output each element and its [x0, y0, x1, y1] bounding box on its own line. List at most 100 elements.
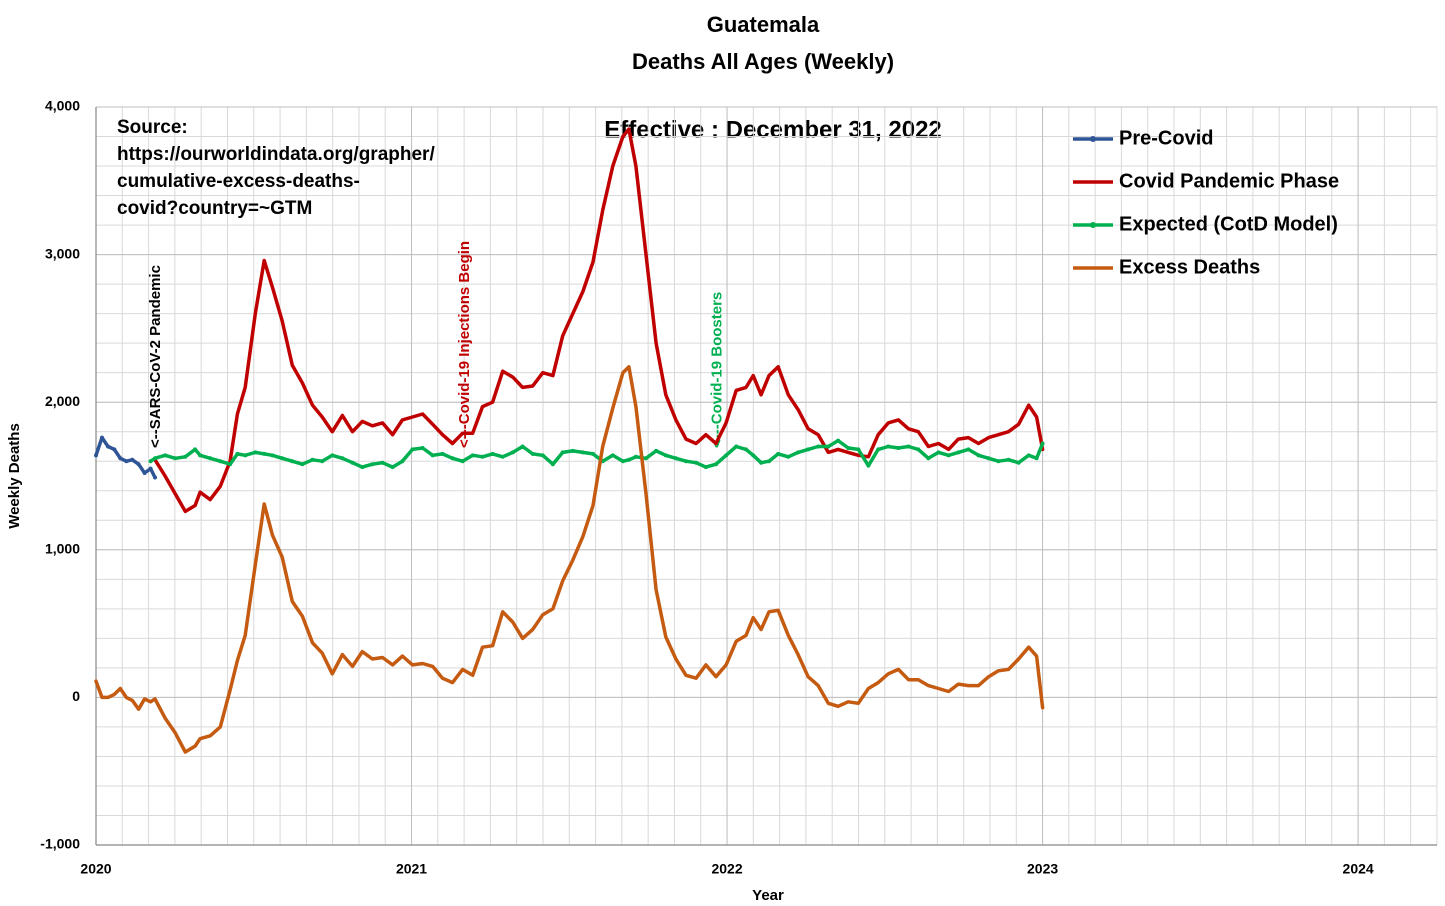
series-marker [714, 462, 719, 467]
series-marker [320, 459, 325, 464]
series-marker [450, 456, 455, 461]
series-marker [996, 459, 1001, 464]
series-marker [540, 453, 545, 458]
x-tick-label: 2023 [1027, 861, 1058, 877]
series-marker [228, 462, 233, 467]
series-marker [148, 466, 153, 471]
series-marker [876, 447, 881, 452]
y-tick-label: 4,000 [45, 98, 80, 114]
source-text: cumulative-excess-deaths- [117, 171, 360, 192]
series-line [94, 365, 1045, 754]
series-marker [400, 459, 405, 464]
legend-label: Excess Deaths [1119, 256, 1260, 278]
series-marker [136, 462, 141, 467]
series-marker [633, 454, 638, 459]
series-marker [280, 456, 285, 461]
series-marker [112, 447, 117, 452]
series-marker [262, 451, 267, 456]
series-marker [906, 444, 911, 449]
series-marker [510, 450, 515, 455]
annotation: <--SARS-CoV-2 Pandemic [147, 265, 164, 448]
series-marker [253, 450, 258, 455]
series-marker [620, 459, 625, 464]
legend-marker [1090, 136, 1096, 142]
source-text: https://ourworldindata.org/grapher/ [117, 144, 435, 165]
series-marker [786, 454, 791, 459]
series-line [148, 438, 1045, 469]
series-marker [936, 450, 941, 455]
series-marker [330, 453, 335, 458]
series-marker [610, 453, 615, 458]
series-marker [560, 450, 565, 455]
series-marker [1026, 453, 1031, 458]
series-marker [198, 453, 203, 458]
series-marker [124, 459, 129, 464]
series-marker [480, 454, 485, 459]
series-marker [130, 457, 135, 462]
chart-subtitle: Deaths All Ages (Weekly) [632, 49, 894, 74]
series-marker [99, 435, 104, 440]
series-marker [654, 448, 659, 453]
series-marker [208, 456, 213, 461]
series-marker [243, 453, 248, 458]
series-marker [370, 462, 375, 467]
legend-label: Expected (CotD Model) [1119, 213, 1338, 235]
series-marker [580, 450, 585, 455]
annotation: <---Covid-19 Injections Begin [456, 241, 473, 448]
series-marker [163, 453, 168, 458]
series-marker [153, 456, 158, 461]
series-marker [310, 457, 315, 462]
series-marker [916, 447, 921, 452]
series-marker [986, 456, 991, 461]
series-marker [694, 460, 699, 465]
series-marker [734, 444, 739, 449]
x-tick-label: 2024 [1343, 861, 1374, 877]
series-marker [490, 451, 495, 456]
series-marker [530, 451, 535, 456]
series-marker [360, 465, 365, 470]
series-marker [183, 454, 188, 459]
series-marker [173, 456, 178, 461]
series-line [153, 127, 1045, 514]
y-tick-label: 2,000 [45, 393, 80, 409]
x-tick-label: 2022 [711, 861, 742, 877]
series-marker [300, 462, 305, 467]
series-marker [776, 451, 781, 456]
series-marker [193, 447, 198, 452]
annotation: <---Covid-19 Boosters [709, 292, 726, 448]
series-marker [767, 459, 772, 464]
series-marker [643, 456, 648, 461]
series-marker [420, 445, 425, 450]
series-marker [759, 460, 764, 465]
series-marker [856, 447, 861, 452]
source-text: Source: [117, 117, 188, 138]
series-marker [470, 453, 475, 458]
series-marker [570, 448, 575, 453]
series-marker [896, 445, 901, 450]
series-marker [142, 471, 147, 476]
series-marker [626, 457, 631, 462]
series-marker [350, 460, 355, 465]
series-marker [724, 453, 729, 458]
series-marker [684, 459, 689, 464]
series-marker [380, 460, 385, 465]
series-marker [1016, 460, 1021, 465]
series-marker [390, 465, 395, 470]
y-tick-label: -1,000 [40, 836, 80, 852]
series-marker [590, 451, 595, 456]
series-marker [703, 465, 708, 470]
series-marker [966, 447, 971, 452]
series-marker [340, 456, 345, 461]
series-marker [956, 450, 961, 455]
series-marker [520, 444, 525, 449]
series-marker [836, 438, 841, 443]
series-marker [148, 459, 153, 464]
series-marker [886, 444, 891, 449]
y-axis-label: Weekly Deaths [6, 423, 23, 529]
chart-title: Guatemala [707, 12, 820, 37]
y-tick-label: 0 [72, 688, 80, 704]
series-marker [826, 444, 831, 449]
series-marker [235, 451, 240, 456]
series-marker [290, 459, 295, 464]
